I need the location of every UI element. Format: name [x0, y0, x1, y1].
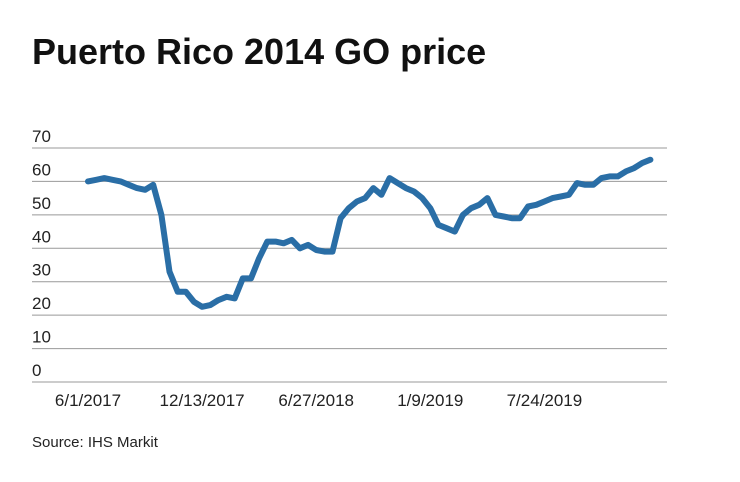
y-tick-label: 20	[32, 294, 51, 313]
chart-title: Puerto Rico 2014 GO price	[32, 31, 486, 72]
y-tick-label: 10	[32, 328, 51, 347]
y-tick-label: 50	[32, 194, 51, 213]
x-tick-label: 6/1/2017	[55, 391, 121, 410]
source: Source: IHS Markit	[32, 434, 159, 451]
x-tick-label: 7/24/2019	[507, 391, 583, 410]
y-tick-label: 60	[32, 160, 51, 179]
y-tick-label: 70	[32, 127, 51, 146]
price-line	[85, 156, 654, 310]
y-tick-label: 30	[32, 261, 51, 280]
y-tick-label: 40	[32, 227, 51, 246]
x-tick-label: 1/9/2019	[397, 391, 463, 410]
y-tick-label: 0	[32, 361, 41, 380]
x-tick-label: 12/13/2017	[160, 391, 245, 410]
x-tick-label: 6/27/2018	[278, 391, 354, 410]
